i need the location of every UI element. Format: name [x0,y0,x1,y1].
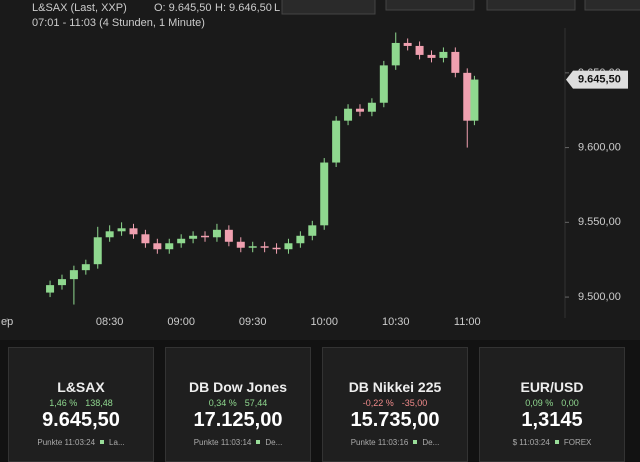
candle-body [224,229,233,242]
toolbar-button[interactable] [486,0,576,11]
y-tick-label: 9.500,00 [578,291,621,303]
candle-body [439,51,448,58]
candle-body [117,228,126,232]
candle-body [344,108,353,121]
candle-body [46,285,55,293]
x-tick-label: 10:30 [382,316,410,328]
candle-body [379,65,388,103]
candle-body [320,162,329,226]
change-pct: -0,22 % [362,398,394,408]
ticker-source: De... [422,438,440,447]
x-tick-label: 09:00 [167,316,195,328]
y-tick-label: 9.600,00 [578,141,621,153]
ticker-value: 17.125,00 [193,409,283,431]
x-tick-label: ep [1,316,13,328]
candle-body [355,108,364,112]
x-tick-label: 10:00 [310,316,338,328]
candle-body [415,45,424,55]
candle-body [93,237,102,265]
ticker-time: Punkte 11:03:14 [193,438,252,447]
candle-body [427,54,436,58]
info-low: L [274,2,280,14]
ticker-change: 0,34 % 57,44 [166,398,310,408]
ticker-time: Punkte 11:03:16 [350,438,409,447]
candle-body [260,246,269,248]
ticker-tile[interactable]: DB Dow Jones 0,34 % 57,44 17.125,00 Punkt… [165,347,311,462]
chart-panel: L&SAX (Last, XXP) O: 9.645,50 H: 9.646,5… [0,0,640,340]
candle-body [463,72,472,121]
toolbar-button[interactable] [281,0,376,15]
info-high: H: 9.646,50 [215,2,272,14]
change-abs: 57,44 [244,398,268,408]
candle-body [236,241,245,248]
chart-bg [0,0,640,340]
chart-title: L&SAX (Last, XXP) [32,2,127,14]
candle-body [248,246,257,248]
change-abs: 0,00 [561,398,579,408]
ticker-footer: $ 11:03:24 FOREX [480,438,624,447]
price-marker [566,70,628,89]
change-abs: 138,48 [85,398,113,408]
change-pct: 0,34 % [208,398,237,408]
candle-body [177,238,186,244]
ticker-time: Punkte 11:03:24 [37,438,96,447]
candle-body [332,120,341,163]
ticker-name: DB Nikkei 225 [348,379,442,395]
ticker-tile[interactable]: EUR/USD 0,09 % 0,00 1,3145 $ 11:03:24 FORE… [479,347,625,462]
ticker-footer: Punkte 11:03:16 De... [323,438,467,447]
candle-body [272,247,281,250]
candle-body [451,51,460,73]
toolbar-button[interactable] [584,0,640,11]
change-pct: 0,09 % [525,398,554,408]
change-abs: -35,00 [401,398,428,408]
x-tick-label: 11:00 [454,316,481,328]
candle-body [105,231,114,238]
ticker-value: 9.645,50 [42,409,120,431]
info-open: O: 9.645,50 [154,2,212,14]
ticker-name: DB Dow Jones [188,379,287,395]
candle-body [153,243,162,250]
ticker-value: 1,3145 [521,409,583,431]
candle-body [308,225,317,236]
candle-body [129,228,138,235]
chart-subtitle: 07:01 - 11:03 (4 Stunden, 1 Minute) [32,17,205,29]
y-tick-label: 9.550,00 [578,216,621,228]
ticker-tile[interactable]: DB Nikkei 225 -0,22 % -35,00 15.735,00 Pu… [322,347,468,462]
ticker-footer: Punkte 11:03:24 La... [9,438,153,447]
ticker-name: EUR/USD [520,379,584,395]
change-pct: 1,46 % [49,398,78,408]
ticker-source: De... [265,438,283,447]
ticker-source: FOREX [563,438,592,447]
ticker-source: La... [109,438,125,447]
ticker-change: 1,46 % 138,48 [9,398,153,408]
x-tick-label: 09:30 [239,316,267,328]
candle-body [391,42,400,66]
ticker-change: -0,22 % -35,00 [323,398,467,408]
candle-body [212,229,221,238]
candle-body [57,279,66,286]
candle-body [470,79,479,121]
candle-body [165,243,174,250]
x-tick-label: 08:30 [96,316,124,328]
price-label: 9.645,50 [578,73,621,85]
candle-body [69,270,78,280]
candle-body [81,264,90,271]
toolbar-button[interactable] [385,0,475,11]
candle-body [201,235,210,238]
ticker-footer: Punkte 11:03:14 De... [166,438,310,447]
ticker-change: 0,09 % 0,00 [480,398,624,408]
candle-body [296,235,305,244]
ticker-tile[interactable]: L&SAX 1,46 % 138,48 9.645,50 Punkte 11:03… [8,347,154,462]
ticker-name: L&SAX [57,379,105,395]
candle-body [367,102,376,112]
candle-body [284,243,293,250]
candle-body [403,42,412,46]
ticker-time: $ 11:03:24 [512,438,550,447]
candle-body [189,235,198,239]
ticker-value: 15.735,00 [350,409,440,431]
candle-body [141,234,150,244]
